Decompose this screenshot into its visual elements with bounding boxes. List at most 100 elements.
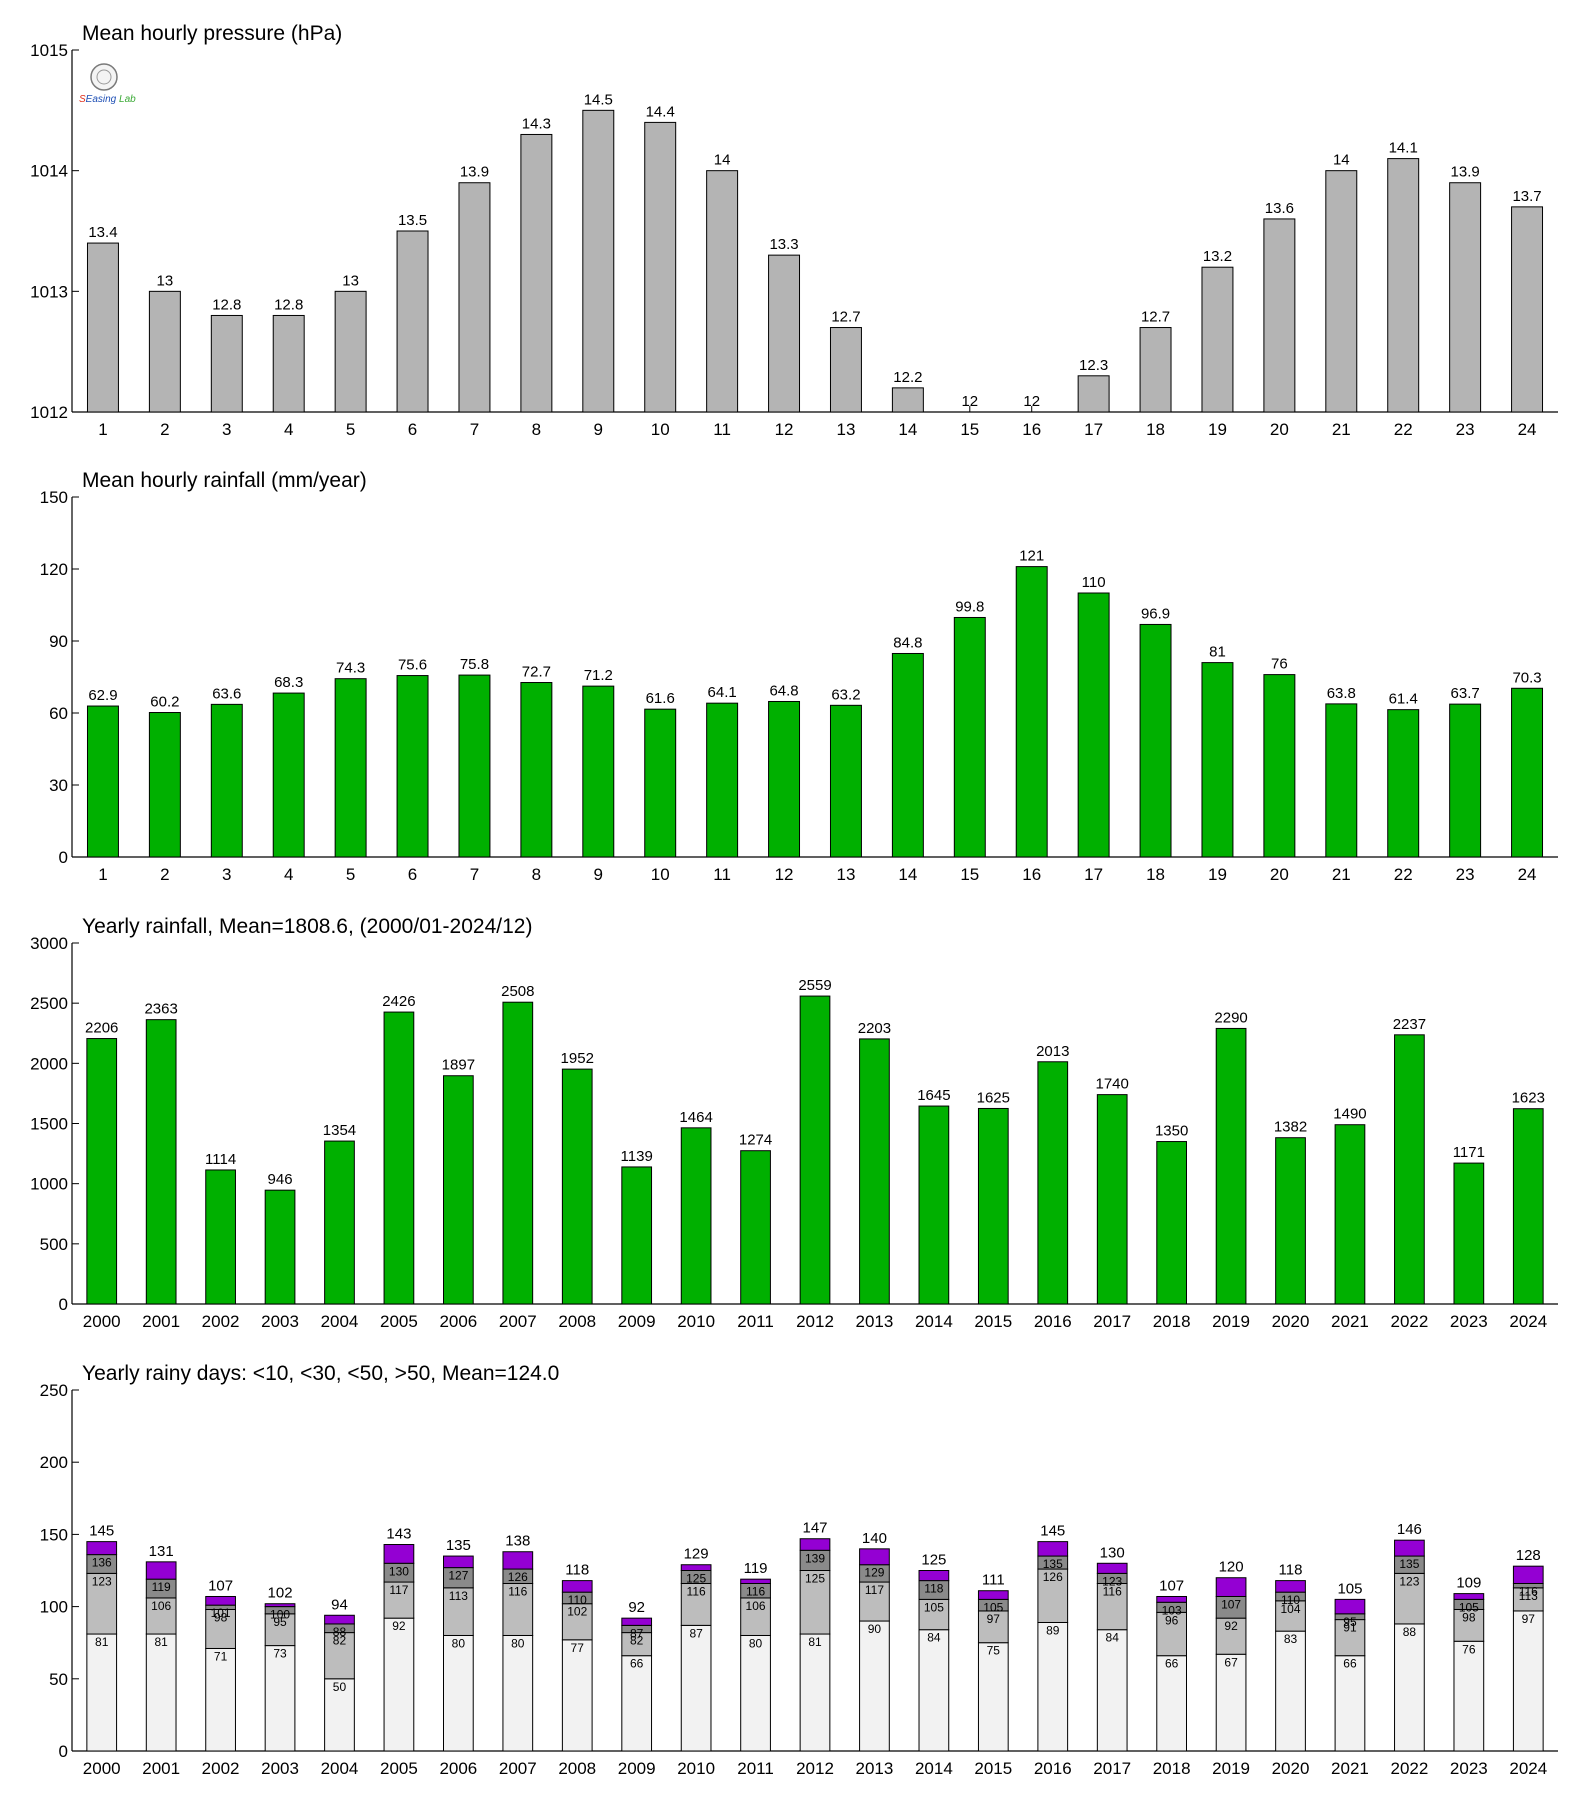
bar (1077, 592, 1110, 858)
y-tick-label: 1014 (30, 162, 68, 181)
x-tick-label: 2024 (1509, 1312, 1547, 1331)
chart-title: Mean hourly rainfall (mm/year) (82, 469, 367, 492)
bar-segment (918, 1598, 950, 1631)
bar-segment (383, 1617, 415, 1752)
bar (1449, 703, 1482, 858)
bar-segment (740, 1578, 771, 1584)
bar (443, 1075, 474, 1305)
data-label: 13.5 (398, 212, 427, 229)
x-tick-label: 2006 (439, 1759, 477, 1778)
data-label: 60.2 (150, 694, 179, 711)
total-label: 128 (1516, 1547, 1541, 1564)
segment-label: 95 (1343, 1615, 1357, 1629)
bar-segment (502, 1551, 534, 1570)
y-tick-label: 90 (49, 632, 68, 651)
segment-label: 119 (152, 1580, 171, 1594)
y-tick-label: 50 (49, 1670, 68, 1689)
bar (272, 314, 305, 413)
bar-segment (443, 1634, 474, 1752)
bar-segment (799, 1570, 831, 1635)
bar (148, 712, 181, 858)
segment-label: 107 (1221, 1597, 1241, 1611)
segment-label: 105 (924, 1600, 944, 1614)
bar (502, 1001, 534, 1305)
total-label: 118 (1279, 1562, 1303, 1579)
bar-segment (680, 1582, 712, 1626)
data-label: 14.1 (1389, 140, 1418, 157)
total-label: 146 (1397, 1521, 1422, 1538)
x-tick-label: 2006 (439, 1312, 477, 1331)
x-tick-label: 22 (1394, 420, 1413, 439)
segment-label: 123 (1399, 1574, 1419, 1588)
x-tick-label: 15 (960, 420, 979, 439)
x-tick-label: 2021 (1331, 1312, 1369, 1331)
data-label: 61.4 (1389, 691, 1418, 708)
bar (383, 1011, 415, 1305)
y-tick-label: 0 (59, 1295, 68, 1314)
x-tick-label: 2003 (261, 1312, 299, 1331)
bar-segment (383, 1544, 415, 1564)
segment-label: 71 (214, 1649, 228, 1663)
y-tick-label: 500 (40, 1235, 68, 1254)
segment-label: 129 (864, 1566, 884, 1580)
x-tick-label: 2013 (856, 1312, 894, 1331)
bar-segment (86, 1572, 118, 1635)
data-label: 96.9 (1141, 605, 1170, 622)
bar-segment (1334, 1619, 1366, 1657)
x-tick-label: 2012 (796, 1759, 834, 1778)
total-label: 107 (1159, 1577, 1184, 1594)
x-tick-label: 21 (1332, 420, 1351, 439)
x-tick-label: 15 (960, 865, 979, 884)
segment-label: 96 (1165, 1613, 1179, 1627)
x-tick-label: 10 (651, 865, 670, 884)
data-label: 63.2 (831, 686, 860, 703)
segment-label: 106 (151, 1599, 171, 1613)
segment-label: 84 (927, 1631, 941, 1645)
data-label: 99.8 (955, 598, 984, 615)
x-tick-label: 2011 (737, 1312, 774, 1331)
bar-segment (561, 1639, 593, 1752)
segment-label: 116 (508, 1584, 527, 1598)
bar (1015, 566, 1048, 858)
bar-segment (859, 1548, 890, 1566)
bar (1394, 1034, 1425, 1305)
bar (210, 314, 243, 413)
data-label: 1623 (1512, 1090, 1545, 1107)
bar-segment (680, 1564, 712, 1571)
bar-segment (1394, 1572, 1425, 1625)
data-label: 13.7 (1512, 188, 1541, 205)
bar (1511, 687, 1544, 858)
bar (1215, 1027, 1247, 1305)
x-tick-label: 12 (775, 420, 794, 439)
bar-segment (205, 1595, 236, 1606)
bar-segment (205, 1647, 236, 1752)
segment-label: 117 (865, 1583, 884, 1597)
bar-segment (205, 1608, 236, 1649)
bar-segment (1215, 1653, 1247, 1752)
x-tick-label: 2012 (796, 1312, 834, 1331)
x-tick-label: 12 (775, 865, 794, 884)
x-tick-label: 2019 (1212, 1759, 1250, 1778)
data-label: 2203 (858, 1020, 891, 1037)
bar (1325, 703, 1358, 858)
bar (582, 685, 615, 858)
data-label: 1354 (323, 1122, 356, 1139)
segment-label: 100 (270, 1608, 290, 1622)
y-tick-label: 250 (40, 1381, 68, 1400)
data-label: 14 (1333, 152, 1350, 169)
bar-segment (561, 1603, 593, 1641)
x-tick-label: 18 (1146, 865, 1165, 884)
data-label: 2206 (85, 1020, 118, 1037)
bar-segment (1156, 1595, 1188, 1603)
bar-segment (264, 1645, 296, 1752)
segment-label: 126 (1043, 1570, 1063, 1584)
segment-label: 105 (1459, 1600, 1479, 1614)
segment-label: 81 (808, 1635, 822, 1649)
data-label: 12 (961, 393, 978, 410)
x-tick-label: 8 (532, 865, 541, 884)
x-tick-label: 9 (594, 420, 603, 439)
x-tick-label: 1 (98, 865, 107, 884)
x-tick-label: 6 (408, 865, 417, 884)
x-tick-label: 7 (470, 420, 479, 439)
x-tick-label: 2020 (1272, 1759, 1310, 1778)
